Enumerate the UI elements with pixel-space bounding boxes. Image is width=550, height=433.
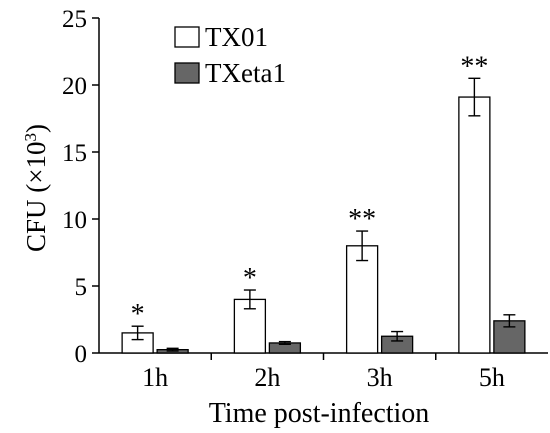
significance-marker: **	[460, 51, 488, 82]
y-tick-label: 10	[62, 207, 87, 234]
svg-text:CFU (×103): CFU (×103)	[21, 124, 51, 252]
y-tick-label: 5	[75, 274, 88, 301]
bar-TX01-2h	[233, 298, 267, 354]
x-axis-label: Time post-infection	[209, 398, 430, 429]
legend-swatch-TXeta1	[174, 62, 200, 84]
bar-TX01-3h	[345, 245, 379, 354]
x-tick-label: 5h	[479, 363, 505, 392]
legend: TX01 TXeta1	[174, 22, 286, 88]
bar-TX01-5h	[458, 96, 491, 354]
y-tick-label: 20	[62, 73, 87, 100]
y-tick-label: 25	[62, 6, 87, 33]
x-tick-label: 2h	[254, 363, 280, 392]
y-axis-label-close: )	[21, 124, 51, 133]
y-tick-label: 15	[62, 140, 87, 167]
legend-label-TXeta1: TXeta1	[205, 58, 286, 88]
x-tick-label: 1h	[142, 363, 168, 392]
significance-marker: *	[243, 263, 257, 294]
x-tick-label: 3h	[367, 363, 393, 392]
bars: ******	[121, 51, 526, 354]
y-tick-label: 0	[75, 341, 88, 368]
axes: 0 5 10 15 20 25 1h 2h 3h 5h	[62, 6, 548, 392]
legend-swatch-TX01	[174, 26, 200, 48]
y-axis-label-base: CFU (×10	[21, 142, 51, 253]
y-axis-label-exponent: 3	[21, 133, 40, 142]
significance-marker: **	[348, 204, 376, 235]
y-axis-label: CFU (×103)	[21, 124, 51, 252]
legend-label-TX01: TX01	[205, 22, 268, 52]
significance-marker: *	[131, 299, 145, 330]
